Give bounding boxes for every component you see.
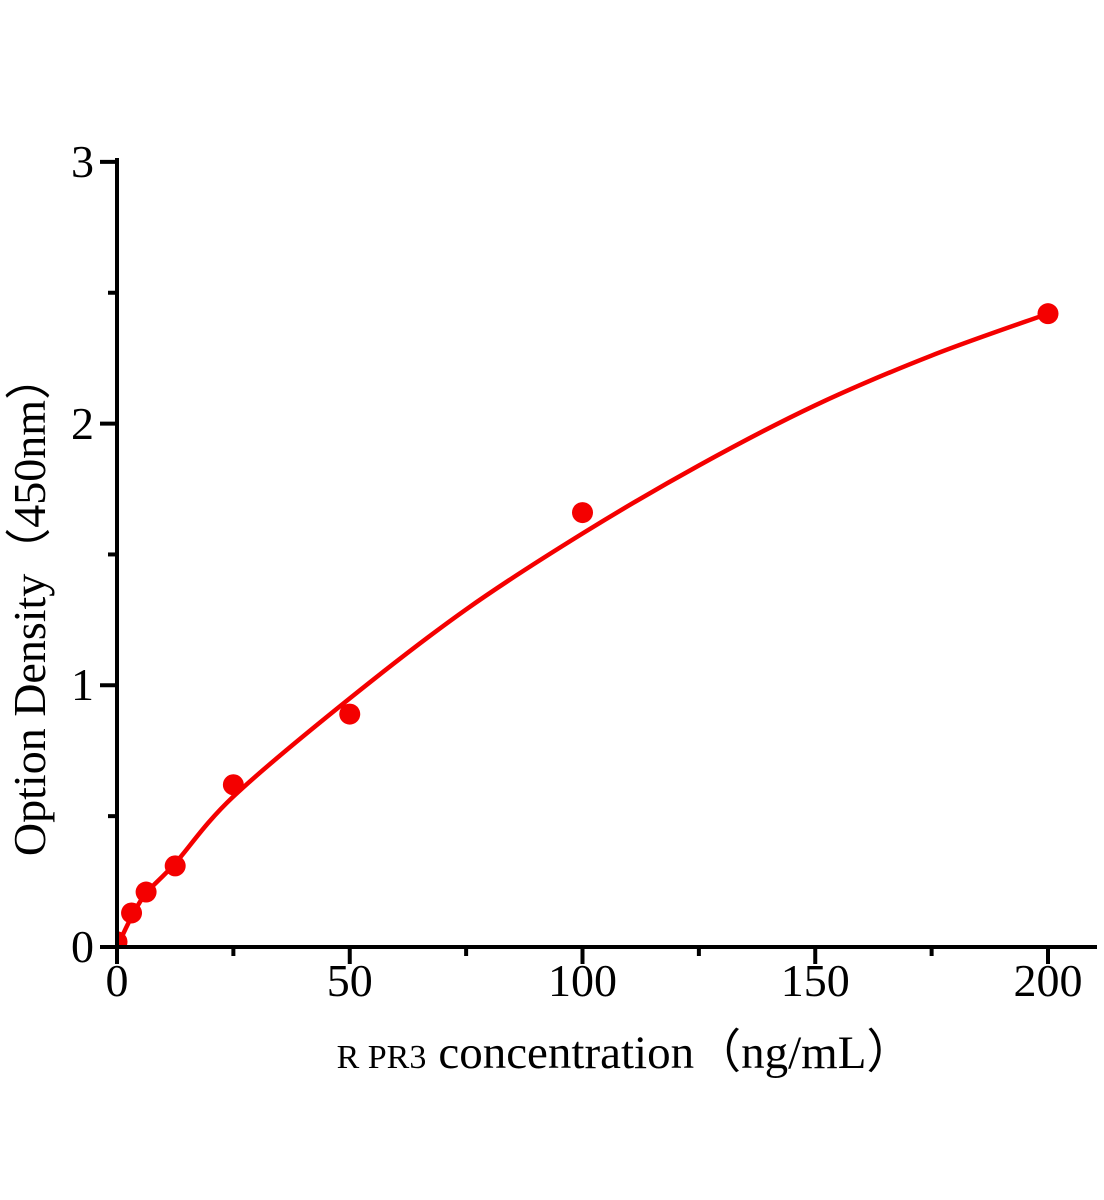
x-axis-title: R PR3 concentration（ng/mL） bbox=[336, 1027, 914, 1080]
data-point bbox=[339, 703, 361, 725]
y-axis-title: Option Density（450nm） bbox=[4, 353, 55, 857]
axes bbox=[100, 158, 1097, 964]
y-tick-label: 0 bbox=[71, 921, 94, 972]
x-tick-label: 150 bbox=[780, 955, 850, 1006]
x-axis-title-main: concentration（ng/mL） bbox=[438, 1027, 914, 1079]
plot-area bbox=[119, 303, 1059, 945]
data-point bbox=[135, 881, 157, 903]
fit-curve-line bbox=[119, 311, 1049, 945]
x-axis-title-prefix: R PR3 bbox=[336, 1039, 427, 1076]
data-point bbox=[164, 855, 186, 877]
y-tick-label: 2 bbox=[71, 397, 94, 449]
data-point bbox=[121, 902, 143, 924]
x-tick-label: 50 bbox=[326, 955, 373, 1006]
x-tick-label: 200 bbox=[1013, 955, 1083, 1006]
y-tick-label: 1 bbox=[71, 659, 94, 711]
data-point bbox=[222, 774, 244, 796]
x-tick-label: 0 bbox=[105, 955, 129, 1006]
data-point bbox=[119, 931, 128, 945]
x-tick-label: 100 bbox=[548, 955, 617, 1006]
data-point bbox=[1037, 303, 1059, 325]
y-tick-label: 3 bbox=[71, 135, 94, 187]
y-axis-title-text: Option Density（450nm） bbox=[4, 353, 55, 857]
data-point bbox=[572, 502, 593, 524]
